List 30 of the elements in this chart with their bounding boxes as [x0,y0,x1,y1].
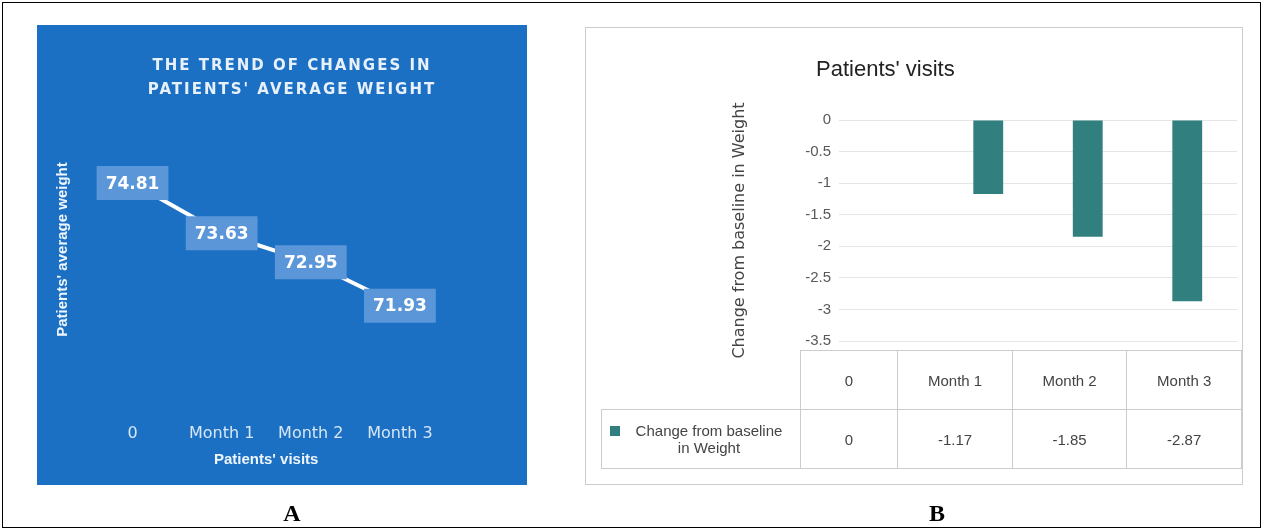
x-tick-label: Month 3 [1126,350,1242,410]
x-tick-label: 0 [127,422,138,442]
data-label: -1.17 [897,409,1013,469]
data-label: 73.63 [194,222,249,243]
x-tick-label: Month 2 [278,422,344,442]
y-axis-title: Patients' average weight [53,162,71,337]
chart-title: THE TREND OF CHANGES IN PATIENTS' AVERAGE WEIGHT [146,55,438,100]
y-tick-label: -3 [817,299,831,317]
x-tick-label: Month 2 [1012,350,1127,410]
x-tick-label: Month 3 [367,422,433,442]
x-axis-title: Patients' visits [213,450,319,468]
y-tick-label: -3.5 [805,331,831,349]
y-axis-title: Change from baseline in Weight [728,102,748,359]
y-tick-label: -1 [817,173,831,191]
y-tick-label: -1.5 [805,204,831,222]
chart-title: Patients' visits [816,56,955,82]
y-tick-label: 0 [822,110,831,128]
x-tick-label: Month 1 [897,350,1013,410]
data-label: 72.95 [283,251,338,272]
text: B [928,500,946,527]
data-label: 74.81 [105,172,160,193]
y-tick-label: -2.5 [805,268,831,285]
x-tick-label: Month 1 [188,422,255,442]
data-label: -2.87 [1126,409,1242,469]
y-tick-label: -2 [817,236,831,254]
data-label: 71.93 [373,295,427,316]
data-label: -1.85 [1012,409,1127,469]
y-tick-label: -0.5 [805,141,831,159]
legend-label: Change from baseline in Weight [634,422,784,456]
text: A [282,500,302,527]
